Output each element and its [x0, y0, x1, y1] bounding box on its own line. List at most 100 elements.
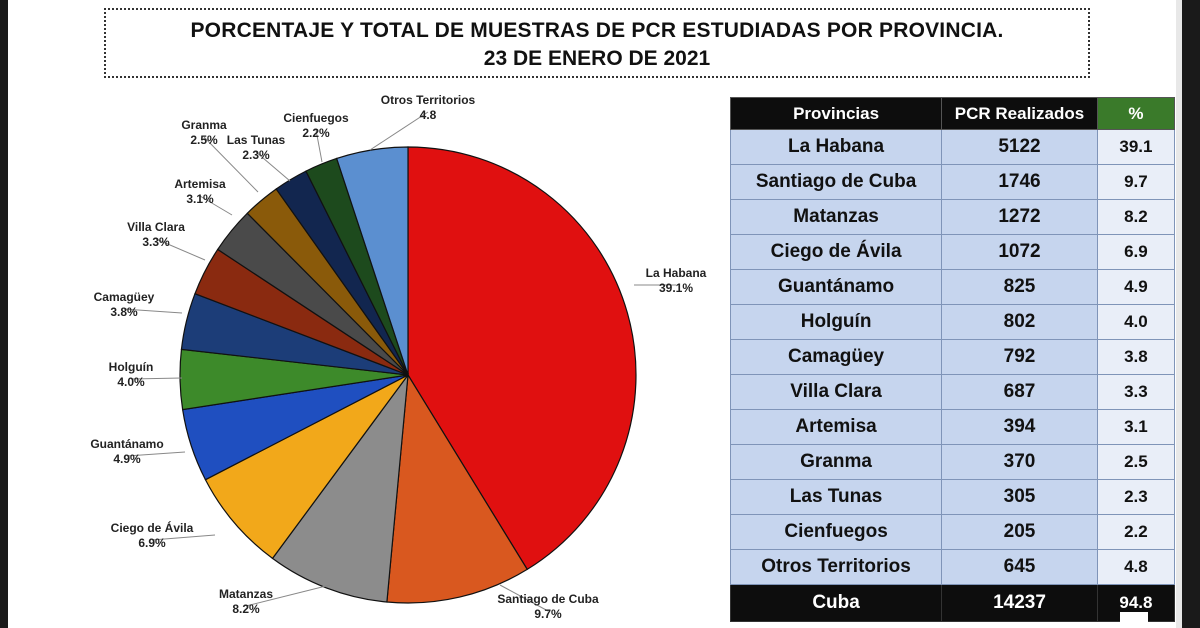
slice-label: Santiago de Cuba — [497, 592, 599, 606]
slice-percent-label: 3.8% — [110, 305, 138, 319]
table-row: Granma 370 2.5 — [729, 444, 1176, 480]
cell-pct: 3.8 — [1096, 339, 1176, 375]
leader-line — [151, 534, 216, 541]
cell-pcr: 305 — [941, 479, 1098, 515]
cell-province: Cienfuegos — [729, 514, 943, 550]
cell-province: Villa Clara — [729, 374, 943, 410]
cell-province: Otros Territorios — [729, 549, 943, 585]
table-row: Otros Territorios 645 4.8 — [729, 549, 1176, 585]
cell-pct: 6.9 — [1096, 234, 1176, 270]
table-total-row: Cuba 14237 94.8 — [729, 584, 1176, 622]
table-row: Santiago de Cuba 1746 9.7 — [729, 164, 1176, 200]
slice-label: Las Tunas — [227, 133, 286, 147]
header-pcr: PCR Realizados — [941, 97, 1098, 130]
cell-pcr: 1746 — [941, 164, 1098, 200]
pie-slice-otros-territorios — [335, 146, 409, 376]
cell-pct: 2.3 — [1096, 479, 1176, 515]
cell-pct: 4.8 — [1096, 549, 1176, 585]
left-frame-bar — [0, 0, 8, 628]
slice-label: Ciego de Ávila — [111, 520, 194, 535]
right-frame-inner — [1176, 0, 1182, 628]
cell-province: Granma — [729, 444, 943, 480]
cell-pct: 3.1 — [1096, 409, 1176, 445]
slice-percent-label: 4.8 — [420, 108, 437, 122]
leader-line — [199, 195, 233, 216]
leader-line — [126, 451, 186, 457]
table-row: Artemisa 394 3.1 — [729, 409, 1176, 445]
slice-percent-label: 39.1% — [659, 281, 693, 295]
cell-pcr: 792 — [941, 339, 1098, 375]
slice-percent-label: 3.1% — [186, 192, 214, 206]
leader-line — [130, 377, 183, 380]
cropped-edge — [1120, 612, 1148, 628]
total-province: Cuba — [729, 584, 943, 622]
slice-percent-label: 9.7% — [534, 607, 562, 621]
slice-label: Matanzas — [219, 587, 273, 601]
slice-label: Holguín — [109, 360, 154, 374]
cell-pcr: 825 — [941, 269, 1098, 305]
cell-pcr: 1072 — [941, 234, 1098, 270]
cell-province: La Habana — [729, 129, 943, 165]
slice-percent-label: 2.5% — [190, 133, 218, 147]
cell-province: Camagüey — [729, 339, 943, 375]
cell-pcr: 802 — [941, 304, 1098, 340]
cell-pct: 39.1 — [1096, 129, 1176, 165]
leader-line — [245, 584, 331, 607]
slice-percent-label: 8.2% — [232, 602, 260, 616]
leader-line — [255, 151, 291, 182]
slice-percent-label: 2.3% — [242, 148, 270, 162]
cell-pct: 8.2 — [1096, 199, 1176, 235]
leader-line — [203, 136, 259, 193]
slice-percent-label: 2.2% — [302, 126, 330, 140]
pie-slice-ciego-de-vila — [204, 374, 409, 560]
slice-label: Cienfuegos — [283, 111, 349, 125]
cell-province: Guantánamo — [729, 269, 943, 305]
slice-label: Artemisa — [174, 177, 226, 191]
table-row: Las Tunas 305 2.3 — [729, 479, 1176, 515]
title-box: PORCENTAJE Y TOTAL DE MUESTRAS DE PCR ES… — [104, 8, 1090, 78]
table-row: Holguín 802 4.0 — [729, 304, 1176, 340]
cell-pct: 4.9 — [1096, 269, 1176, 305]
province-table: Provincias PCR Realizados % La Habana 512… — [729, 97, 1176, 622]
leader-line — [369, 111, 429, 151]
header-provincias: Provincias — [729, 97, 943, 130]
table-row: Guantánamo 825 4.9 — [729, 269, 1176, 305]
cell-pct: 2.5 — [1096, 444, 1176, 480]
leader-line — [123, 308, 183, 314]
table-row: Cienfuegos 205 2.2 — [729, 514, 1176, 550]
pie-slice-santiago-de-cuba — [386, 373, 529, 604]
slice-percent-label: 4.9% — [113, 452, 141, 466]
slice-label: Villa Clara — [127, 220, 185, 234]
cell-pcr: 1272 — [941, 199, 1098, 235]
cell-pct: 3.3 — [1096, 374, 1176, 410]
leader-line — [499, 584, 549, 612]
leader-line — [155, 238, 206, 261]
cell-province: Las Tunas — [729, 479, 943, 515]
table-row: La Habana 5122 39.1 — [729, 129, 1176, 165]
cell-pcr: 687 — [941, 374, 1098, 410]
cell-pct: 4.0 — [1096, 304, 1176, 340]
pie-slice-la-habana — [407, 146, 637, 571]
slice-label: La Habana — [646, 266, 707, 280]
cell-province: Artemisa — [729, 409, 943, 445]
cell-pcr: 205 — [941, 514, 1098, 550]
slice-percent-label: 3.3% — [142, 235, 170, 249]
slice-percent-label: 6.9% — [138, 536, 166, 550]
cell-pcr: 394 — [941, 409, 1098, 445]
table-header-row: Provincias PCR Realizados % — [729, 97, 1176, 130]
cell-pct: 9.7 — [1096, 164, 1176, 200]
table-row: Camagüey 792 3.8 — [729, 339, 1176, 375]
table-row: Villa Clara 687 3.3 — [729, 374, 1176, 410]
cell-province: Holguín — [729, 304, 943, 340]
slice-percent-label: 4.0% — [117, 375, 145, 389]
leader-line — [315, 129, 323, 163]
cell-pct: 2.2 — [1096, 514, 1176, 550]
cell-province: Ciego de Ávila — [729, 234, 943, 270]
title-line-2: 23 DE ENERO DE 2021 — [483, 47, 711, 70]
right-frame-bar — [1182, 0, 1200, 628]
slice-label: Otros Territorios — [381, 93, 476, 107]
slice-label: Guantánamo — [90, 437, 163, 451]
title-line-1: PORCENTAJE Y TOTAL DE MUESTRAS DE PCR ES… — [190, 19, 1004, 42]
cell-pcr: 5122 — [941, 129, 1098, 165]
